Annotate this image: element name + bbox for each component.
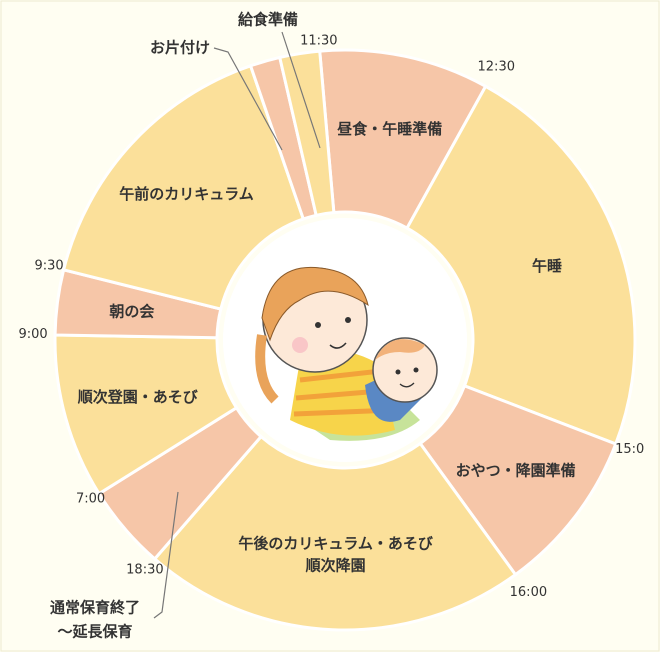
segment-label: 昼食・午睡準備: [337, 120, 442, 138]
segment-label: 順次降園: [305, 556, 366, 574]
segment-label: 給食準備: [238, 11, 298, 29]
time-label: 16:00: [510, 585, 547, 600]
chart: 昼食・午睡準備 12:30 午睡 15:0 おやつ・降園準備 16:00 午後のカリキュラム…: [0, 0, 660, 652]
segment-label: 午睡: [532, 257, 562, 275]
segment-label: 順次登園・あそび: [77, 388, 198, 406]
segment-label: おやつ・降園準備: [456, 461, 576, 479]
segment-label: 午後のカリキュラム・あそび: [238, 534, 433, 552]
time-label: 7:00: [76, 491, 105, 506]
time-label: 15:0: [615, 442, 644, 457]
time-label: 9:30: [34, 259, 63, 274]
time-label: 11:30: [300, 34, 337, 49]
segment-label: 午前のカリキュラム: [119, 185, 254, 203]
segment-label: ～延長保育: [57, 623, 132, 641]
center-illustration: [223, 218, 467, 462]
segment-label: 通常保育終了: [50, 599, 140, 617]
segment-label: 朝の会: [109, 302, 154, 320]
segment-label: お片付け: [150, 39, 210, 57]
time-label: 18:30: [126, 563, 163, 578]
time-label: 12:30: [478, 60, 515, 75]
time-label: 9:00: [18, 327, 47, 342]
